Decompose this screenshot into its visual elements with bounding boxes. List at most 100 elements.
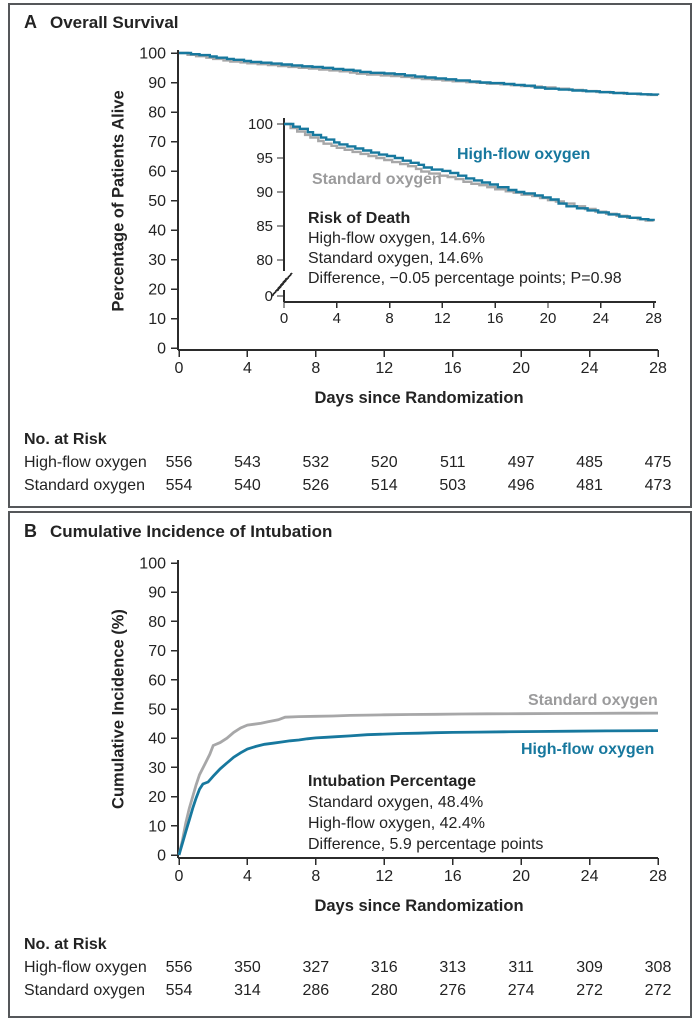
risk-cell: 481 xyxy=(576,477,603,494)
risk-cell: 286 xyxy=(302,982,330,999)
x-tick-label: 4 xyxy=(243,360,252,377)
risk-row-label: High-flow oxygen xyxy=(24,959,147,976)
risk-cell: 311 xyxy=(508,959,534,976)
panel-b-letter: B xyxy=(24,521,37,541)
panel-b-x-axis-label: Days since Randomization xyxy=(314,897,524,915)
annotation-title: Intubation Percentage xyxy=(308,773,477,790)
panel-a-y-axis-label: Percentage of Patients Alive xyxy=(109,90,128,312)
inset-y-tick-label: 90 xyxy=(256,184,273,201)
risk-cell: 503 xyxy=(439,477,467,494)
x-tick-label: 28 xyxy=(649,868,667,885)
panel-b-risk-table-title: No. at Risk xyxy=(24,936,107,953)
risk-cell: 496 xyxy=(507,477,535,494)
risk-cell: 309 xyxy=(576,959,603,976)
y-tick-label: 20 xyxy=(148,789,166,806)
risk-cell: 272 xyxy=(576,982,603,999)
x-tick-label: 8 xyxy=(311,868,320,885)
risk-cell: 308 xyxy=(644,959,672,976)
x-tick-label: 12 xyxy=(375,868,393,885)
risk-cell: 475 xyxy=(644,454,672,471)
risk-cell: 511 xyxy=(439,454,466,471)
y-tick-label: 100 xyxy=(139,556,166,573)
annotation-title: Risk of Death xyxy=(308,210,411,227)
y-tick-label: 0 xyxy=(157,341,166,358)
x-tick-label: 8 xyxy=(311,360,320,377)
risk-cell: 556 xyxy=(165,959,193,976)
risk-cell: 274 xyxy=(507,982,535,999)
risk-cell: 276 xyxy=(439,982,467,999)
highflow-curve-label-inset: High-flow oxygen xyxy=(457,146,591,163)
x-tick-label: 16 xyxy=(444,360,462,377)
y-tick-label: 40 xyxy=(148,223,166,240)
annotation-line: Difference, −0.05 percentage points; P=0… xyxy=(308,270,622,287)
standard-oxygen-curve-inset xyxy=(284,122,655,222)
panel-a-x-axis-label: Days since Randomization xyxy=(314,389,524,407)
y-tick-label: 50 xyxy=(148,702,166,719)
standard-curve-label-inset: Standard oxygen xyxy=(312,171,442,188)
risk-row-label: Standard oxygen xyxy=(24,982,145,999)
y-tick-label: 60 xyxy=(148,672,166,689)
y-tick-label: 90 xyxy=(148,75,166,92)
risk-row-label: Standard oxygen xyxy=(24,477,145,494)
inset-y-tick-label: 100 xyxy=(248,116,273,133)
y-tick-label: 10 xyxy=(148,818,166,835)
risk-cell: 556 xyxy=(165,454,193,471)
risk-cell: 327 xyxy=(302,959,330,976)
inset-y-tick-label: 80 xyxy=(256,252,273,269)
x-tick-label: 0 xyxy=(175,360,184,377)
panel-b-y-axis-label: Cumulative Incidence (%) xyxy=(109,609,128,809)
annotation-line: High-flow oxygen, 42.4% xyxy=(308,815,485,832)
standard-curve-label: Standard oxygen xyxy=(528,692,658,709)
y-tick-label: 90 xyxy=(148,585,166,602)
x-tick-label: 20 xyxy=(512,868,530,885)
inset-x-tick-label: 8 xyxy=(385,310,393,327)
y-tick-label: 40 xyxy=(148,731,166,748)
y-tick-label: 100 xyxy=(139,46,166,63)
panel-b-title: B Cumulative Incidence of Intubation xyxy=(24,521,332,542)
annotation-line: Standard oxygen, 48.4% xyxy=(308,794,484,811)
y-tick-label: 30 xyxy=(148,760,166,777)
x-tick-label: 28 xyxy=(649,360,667,377)
risk-cell: 316 xyxy=(370,959,398,976)
highflow-oxygen-curve-inset xyxy=(284,122,655,222)
x-tick-label: 24 xyxy=(581,360,599,377)
risk-cell: 272 xyxy=(644,982,672,999)
risk-cell: 314 xyxy=(234,982,261,999)
risk-of-death-annotation: Risk of Death High-flow oxygen, 14.6% St… xyxy=(308,209,622,289)
risk-cell: 313 xyxy=(439,959,467,976)
x-tick-label: 20 xyxy=(512,360,530,377)
intubation-percentage-annotation: Intubation Percentage Standard oxygen, 4… xyxy=(308,771,543,855)
annotation-line: Difference, 5.9 percentage points xyxy=(308,836,544,853)
panel-b-frame xyxy=(8,511,692,1018)
highflow-oxygen-curve-main xyxy=(179,51,660,96)
inset-x-tick-label: 12 xyxy=(434,310,451,327)
panel-b-title-text: Cumulative Incidence of Intubation xyxy=(50,522,333,541)
standard-oxygen-incidence-curve xyxy=(177,711,659,856)
risk-cell: 520 xyxy=(370,454,398,471)
x-tick-label: 4 xyxy=(243,868,252,885)
inset-zero-label: 0 xyxy=(265,288,273,305)
y-tick-label: 70 xyxy=(148,134,166,151)
risk-cell: 497 xyxy=(507,454,535,471)
risk-cell: 485 xyxy=(576,454,603,471)
y-tick-label: 50 xyxy=(148,193,166,210)
risk-cell: 532 xyxy=(302,454,330,471)
y-tick-label: 80 xyxy=(148,614,166,631)
panel-a-letter: A xyxy=(24,12,37,32)
risk-cell: 554 xyxy=(165,477,193,494)
x-tick-label: 16 xyxy=(444,868,462,885)
y-tick-label: 70 xyxy=(148,643,166,660)
annotation-line: Standard oxygen, 14.6% xyxy=(308,250,484,267)
y-tick-label: 10 xyxy=(148,311,166,328)
inset-x-tick-label: 4 xyxy=(333,310,341,327)
highflow-oxygen-incidence-curve xyxy=(177,729,659,856)
inset-y-tick-label: 85 xyxy=(256,218,273,235)
inset-x-tick-label: 20 xyxy=(540,310,557,327)
y-tick-label: 30 xyxy=(148,252,166,269)
annotation-line: High-flow oxygen, 14.6% xyxy=(308,230,485,247)
inset-x-tick-label: 24 xyxy=(592,310,609,327)
y-tick-label: 60 xyxy=(148,164,166,181)
inset-y-tick-label: 95 xyxy=(256,150,273,167)
panel-a-title-text: Overall Survival xyxy=(50,13,179,32)
